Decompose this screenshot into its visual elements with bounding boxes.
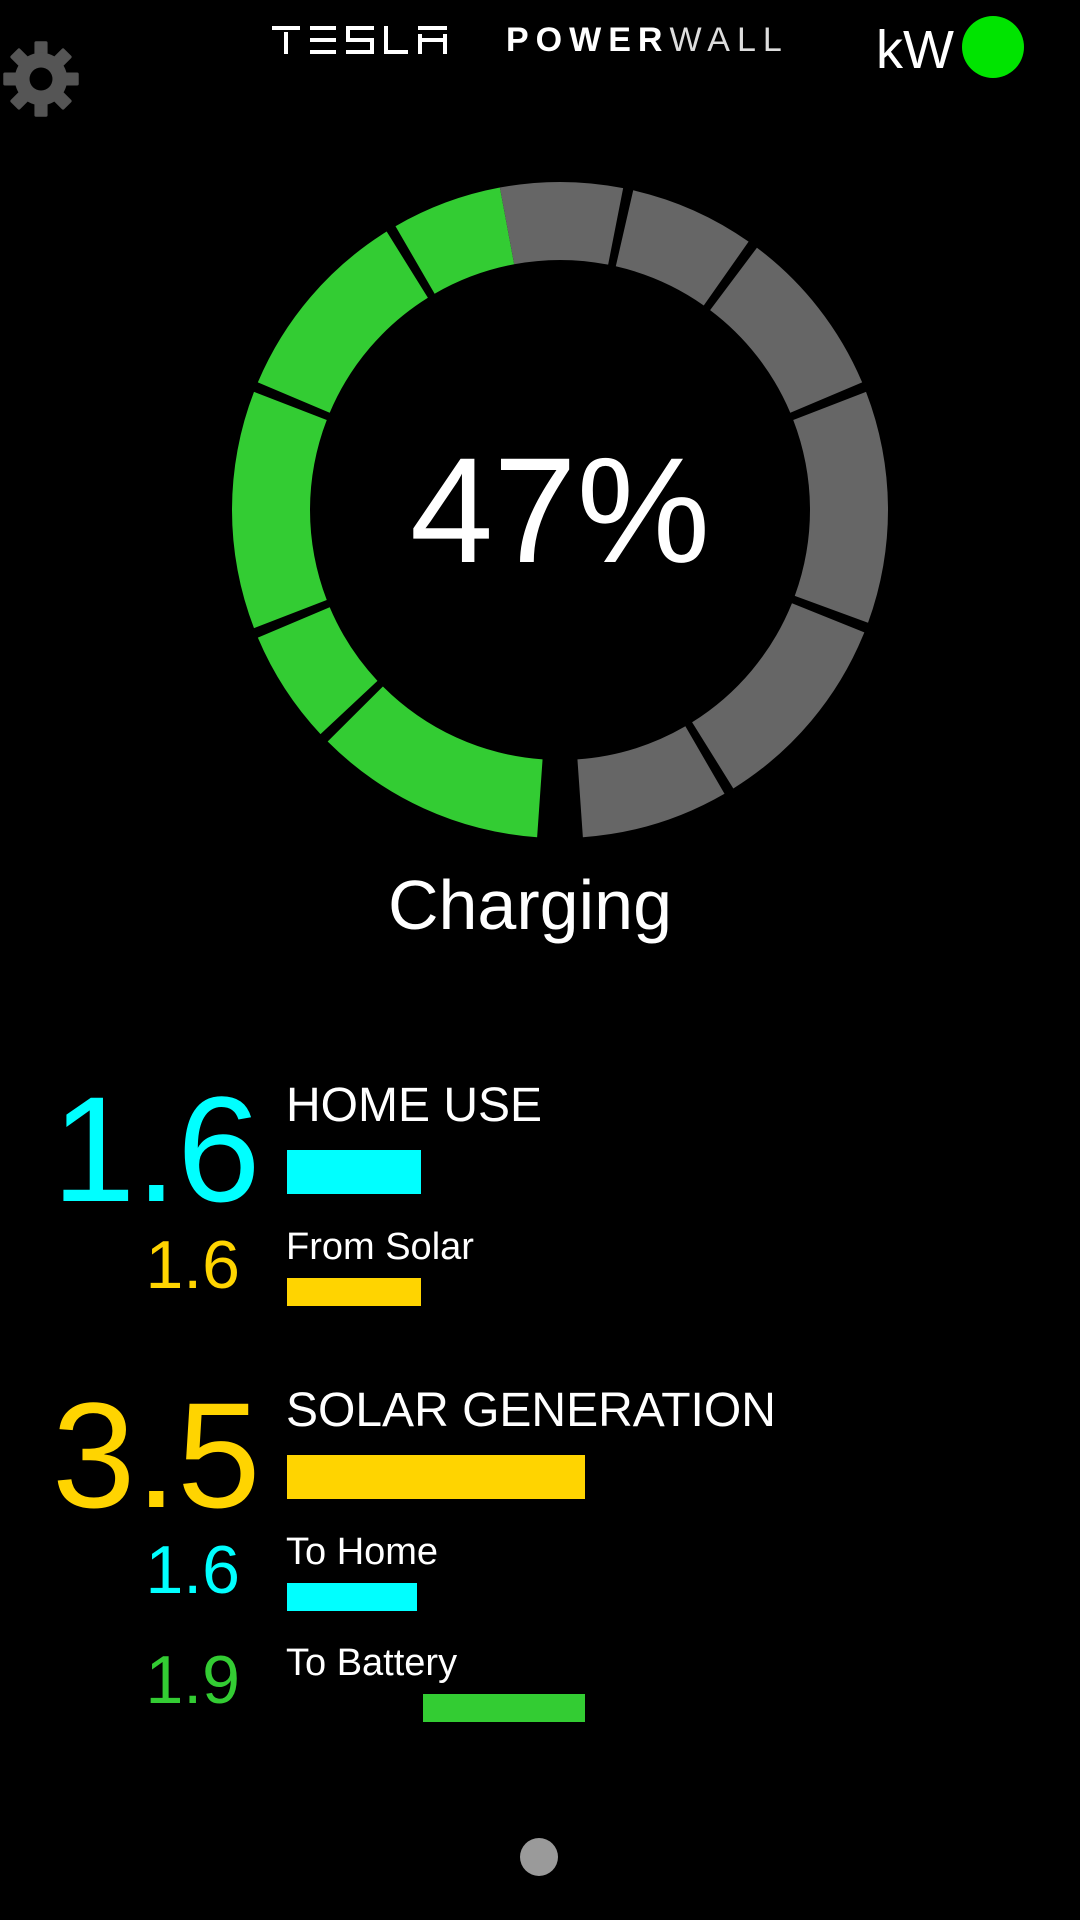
powerwall-logo: POWERWALL [506,18,789,62]
ring-segment-filled [258,232,428,413]
battery-percent: 47% [260,425,860,595]
powerwall-logo-wall: WALL [669,21,788,59]
to-home-value: 1.6 [40,1535,240,1605]
unit-label: kW [876,20,954,80]
battery-state-label: Charging [260,862,800,948]
to-battery-value: 1.9 [40,1645,240,1715]
to-battery-bar [423,1694,585,1722]
solar-generation-value: 3.5 [52,1380,252,1530]
solar-generation-label: SOLAR GENERATION [286,1385,776,1437]
from-solar-bar [287,1278,421,1306]
ring-segment-empty [500,182,623,265]
connection-status-dot [962,16,1024,78]
home-use-value: 1.6 [52,1074,252,1224]
to-battery-label: To Battery [286,1642,457,1684]
page-indicator-dot[interactable] [520,1838,558,1876]
home-use-bar [287,1150,421,1194]
ring-segment-empty [577,726,724,837]
to-home-bar [287,1583,417,1611]
from-solar-label: From Solar [286,1226,474,1268]
ring-segment-filled [328,686,543,837]
from-solar-value: 1.6 [40,1230,240,1300]
tesla-logo [272,26,447,54]
ring-segment-empty [710,248,862,413]
to-home-label: To Home [286,1531,438,1573]
powerwall-logo-power: POWER [506,21,669,59]
solar-generation-bar [287,1455,585,1499]
ring-segment-empty [692,603,864,788]
home-use-label: HOME USE [286,1080,542,1132]
gear-icon[interactable] [0,38,82,120]
